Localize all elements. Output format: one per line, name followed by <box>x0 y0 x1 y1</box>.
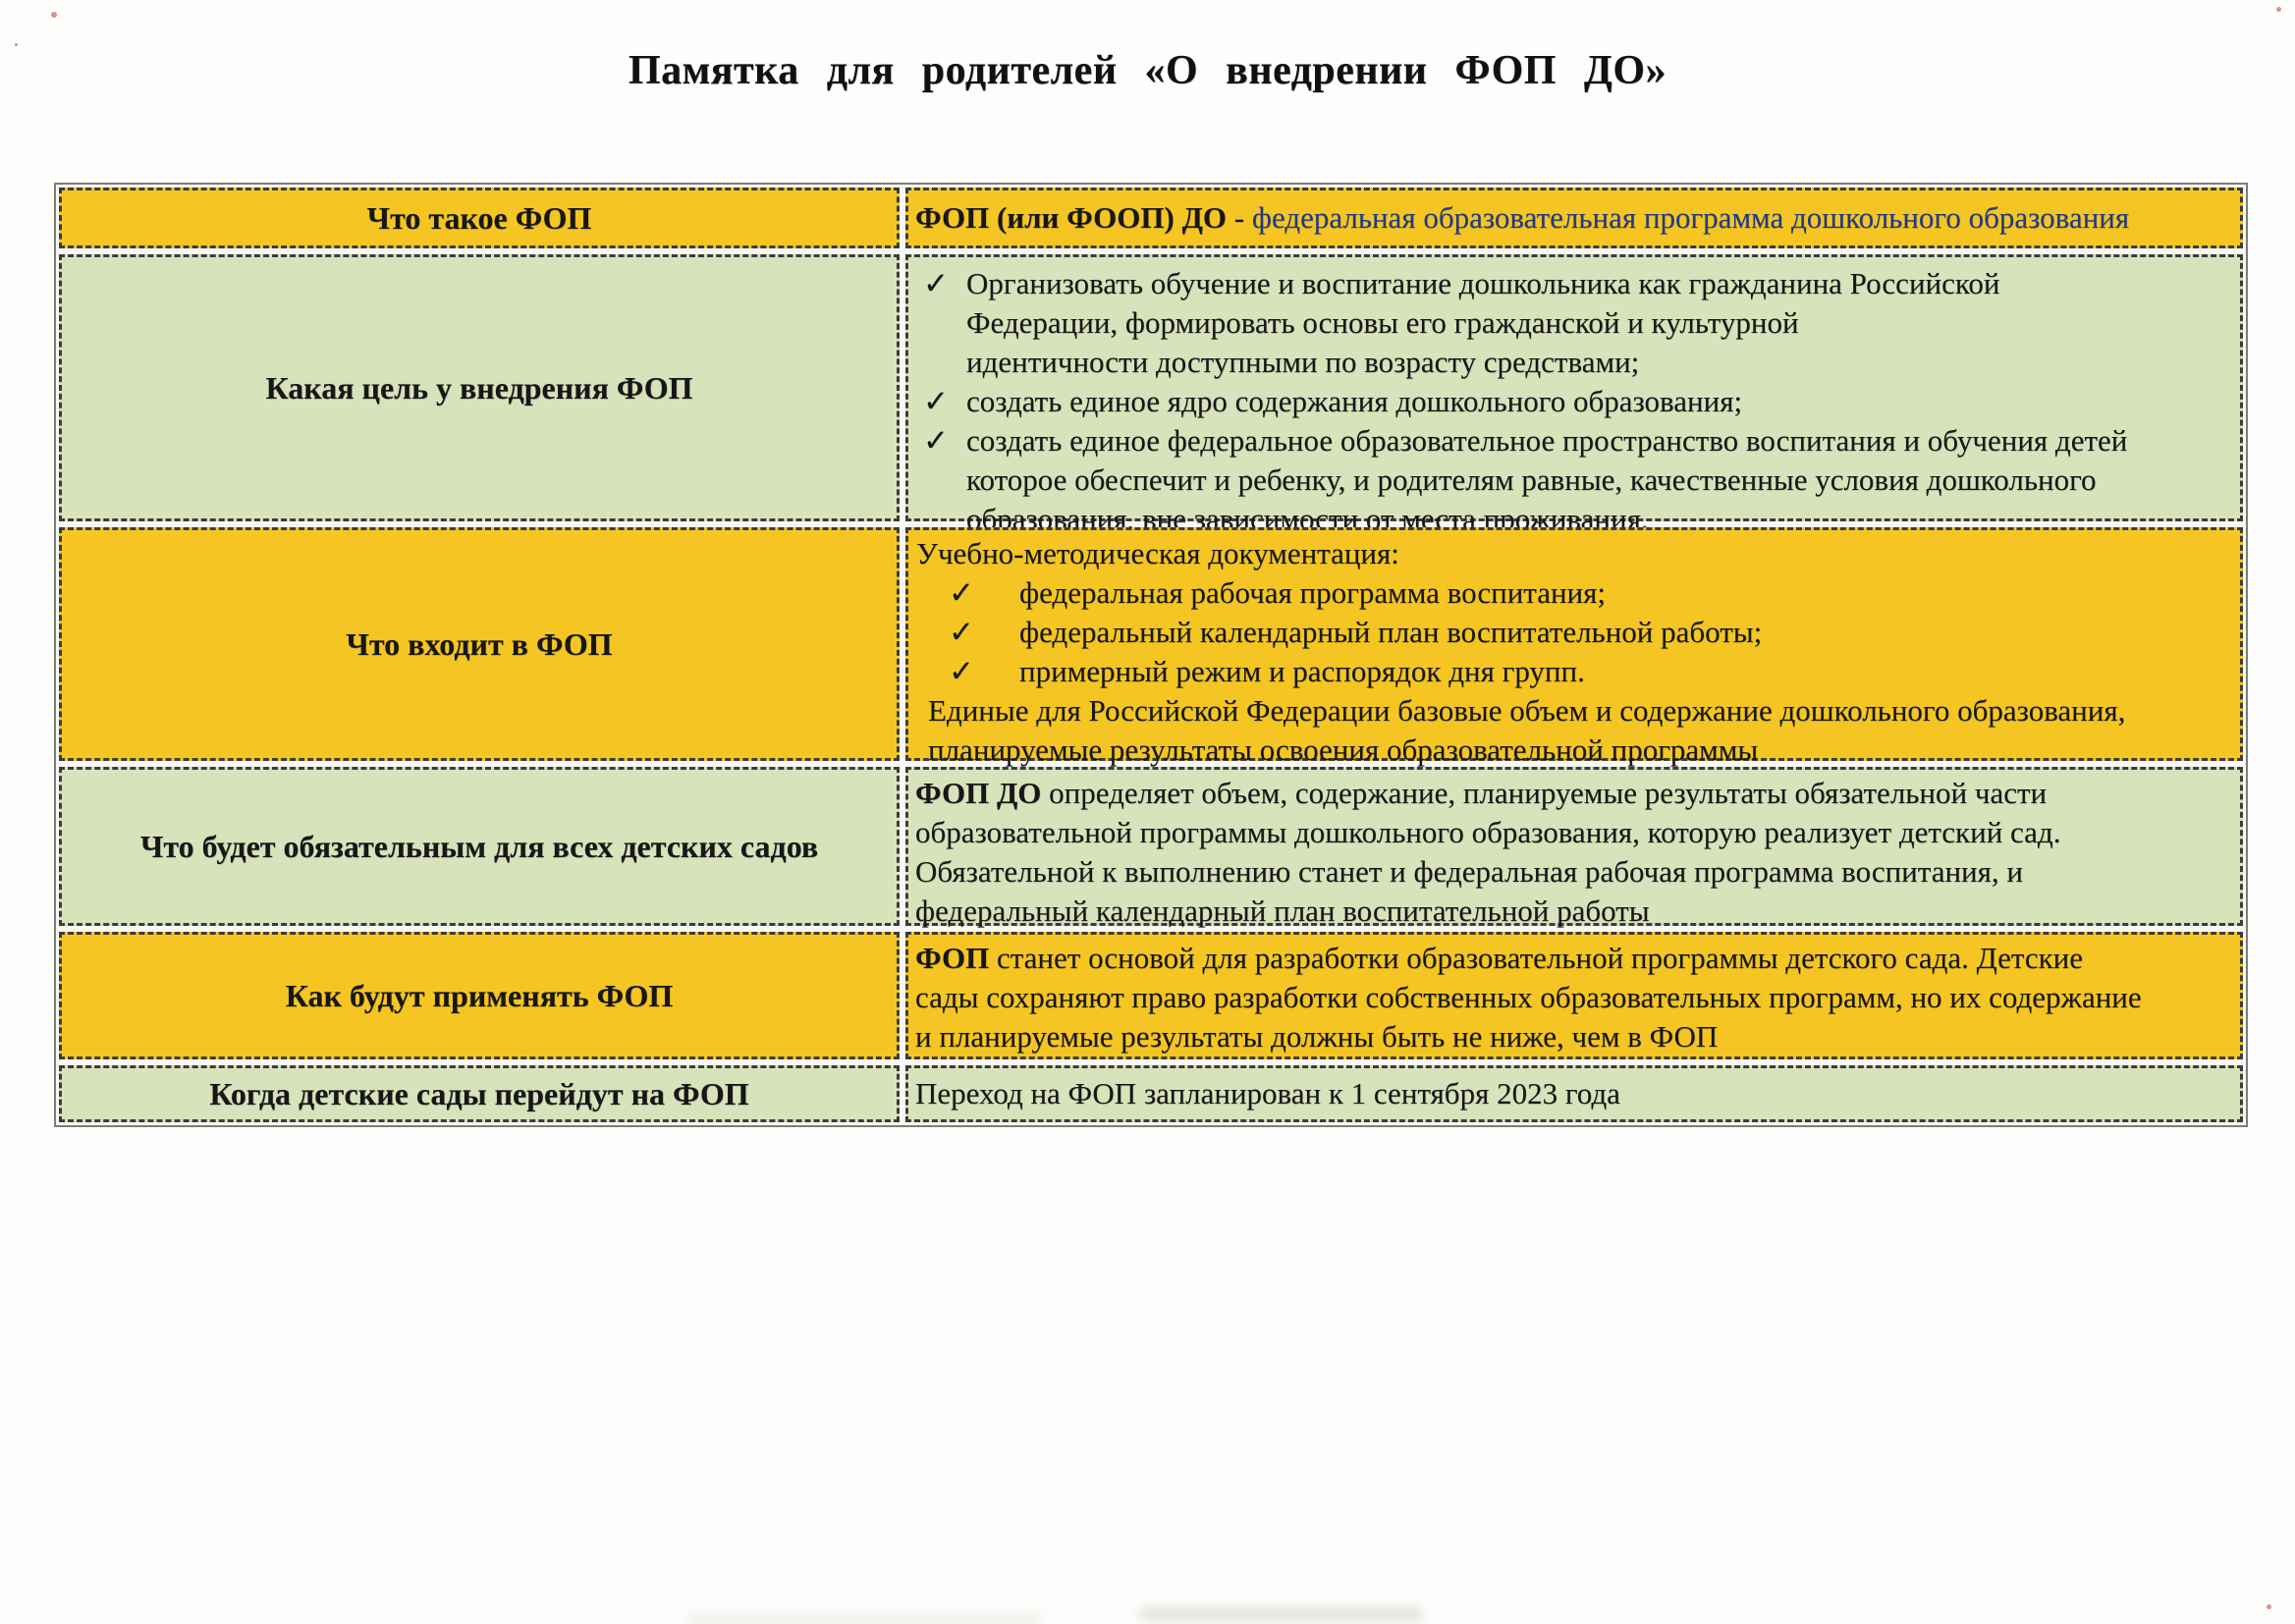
scan-smudge <box>1139 1606 1424 1622</box>
answer-line-text: определяет объем, содержание, планируемы… <box>1041 776 2047 810</box>
scan-speck <box>51 12 57 18</box>
question-text: Какая цель у внедрения ФОП <box>265 370 692 406</box>
answer-line: федеральный календарный план воспитатель… <box>915 892 2230 931</box>
scan-smudge <box>687 1614 1041 1624</box>
term-abbreviation: ФОП ДО <box>915 776 1041 810</box>
scan-speck <box>15 43 18 46</box>
list-item: ✓ примерный режим и распорядок дня групп… <box>915 652 2230 691</box>
answer-line: ФОП ДО определяет объем, содержание, пла… <box>915 774 2230 813</box>
question-cell: Какая цель у внедрения ФОП <box>59 254 900 521</box>
answer-line: создать единое ядро содержания дошкольно… <box>966 382 2230 421</box>
term-abbreviation: ФОП (или ФООП) ДО <box>915 200 1227 235</box>
answer-line: сады сохраняют право разработки собствен… <box>915 978 2230 1017</box>
answer-cell: ФОП станет основой для разработки образо… <box>905 932 2243 1059</box>
answer-line: Организовать обучение и воспитание дошко… <box>966 264 2230 303</box>
check-icon: ✓ <box>915 573 1019 613</box>
answer-line: Переход на ФОП запланирован к 1 сентября… <box>915 1074 1620 1113</box>
check-icon: ✓ <box>915 652 1019 691</box>
separator: - <box>1227 200 1252 235</box>
list-item: ✓ федеральная рабочая программа воспитан… <box>915 573 2230 613</box>
question-cell: Когда детские сады перейдут на ФОП <box>59 1065 900 1122</box>
table-row-how-applied: Как будут применять ФОП ФОП станет основ… <box>59 932 2243 1059</box>
answer-line-text: станет основой для разработки образовате… <box>989 941 2083 975</box>
scanned-memo-page: Памятка для родителей «О внедрении ФОП Д… <box>0 0 2295 1624</box>
answer-line: которое обеспечит и ребенку, и родителям… <box>966 460 2230 500</box>
check-icon: ✓ <box>915 382 966 421</box>
check-icon: ✓ <box>915 421 966 539</box>
answer-line: Обязательной к выполнению станет и федер… <box>915 852 2230 892</box>
table-row-transition-date: Когда детские сады перейдут на ФОП Перех… <box>59 1065 2243 1122</box>
answer-cell: ✓ Организовать обучение и воспитание дош… <box>905 254 2243 521</box>
check-icon: ✓ <box>915 613 1019 652</box>
answer-line: планируемые результаты освоения образова… <box>915 731 2230 770</box>
answer-intro: Учебно-методическая документация: <box>915 534 2230 573</box>
question-text: Как будут применять ФОП <box>286 978 674 1014</box>
list-item-text: создать единое федеральное образовательн… <box>966 421 2230 539</box>
answer-line: ФОП (или ФООП) ДО - федеральная образова… <box>915 198 2129 238</box>
list-item-text: создать единое ядро содержания дошкольно… <box>966 382 2230 421</box>
answer-cell: ФОП (или ФООП) ДО - федеральная образова… <box>905 188 2243 248</box>
list-item-text: Организовать обучение и воспитание дошко… <box>966 264 2230 382</box>
check-icon: ✓ <box>915 264 966 382</box>
qa-table: Что такое ФОП ФОП (или ФООП) ДО - федера… <box>54 183 2248 1127</box>
answer-cell: Учебно-методическая документация: ✓ феде… <box>905 527 2243 761</box>
question-text: Что будет обязательным для всех детских … <box>140 829 818 865</box>
question-cell: Что входит в ФОП <box>59 527 900 761</box>
list-item-text: федеральная рабочая программа воспитания… <box>1019 573 2230 613</box>
term-abbreviation: ФОП <box>915 941 989 975</box>
answer-cell: Переход на ФОП запланирован к 1 сентября… <box>905 1065 2243 1122</box>
scan-speck <box>2276 7 2281 12</box>
memo-title: Памятка для родителей «О внедрении ФОП Д… <box>0 47 2295 94</box>
question-cell: Что такое ФОП <box>59 188 900 248</box>
list-item: ✓ создать единое федеральное образовател… <box>915 421 2230 539</box>
table-row-contents: Что входит в ФОП Учебно-методическая док… <box>59 527 2243 761</box>
answer-line: и планируемые результаты должны быть не … <box>915 1017 2230 1056</box>
list-item: ✓ Организовать обучение и воспитание дош… <box>915 264 2230 382</box>
list-item-text: примерный режим и распорядок дня групп. <box>1019 652 2230 691</box>
scan-speck <box>2267 1604 2271 1609</box>
answer-line: Единые для Российской Федерации базовые … <box>915 691 2230 731</box>
question-text: Что такое ФОП <box>367 200 592 237</box>
table-row-goal: Какая цель у внедрения ФОП ✓ Организоват… <box>59 254 2243 521</box>
answer-line: Федерации, формировать основы его гражда… <box>966 303 2230 343</box>
question-cell: Как будут применять ФОП <box>59 932 900 1059</box>
answer-line: ФОП станет основой для разработки образо… <box>915 939 2230 978</box>
answer-line: создать единое федеральное образовательн… <box>966 421 2230 460</box>
question-text: Когда детские сады перейдут на ФОП <box>209 1076 748 1112</box>
list-item: ✓ федеральный календарный план воспитате… <box>915 613 2230 652</box>
question-text: Что входит в ФОП <box>346 626 612 663</box>
answer-line: образовательной программы дошкольного об… <box>915 813 2230 852</box>
answer-cell: ФОП ДО определяет объем, содержание, пла… <box>905 767 2243 926</box>
definition-text: федеральная образовательная программа до… <box>1252 200 2129 235</box>
table-row-mandatory: Что будет обязательным для всех детских … <box>59 767 2243 926</box>
list-item-text: федеральный календарный план воспитатель… <box>1019 613 2230 652</box>
table-row-what-is-fop: Что такое ФОП ФОП (или ФООП) ДО - федера… <box>59 188 2243 248</box>
list-item: ✓ создать единое ядро содержания дошколь… <box>915 382 2230 421</box>
answer-line: идентичности доступными по возрасту сред… <box>966 343 2230 382</box>
question-cell: Что будет обязательным для всех детских … <box>59 767 900 926</box>
